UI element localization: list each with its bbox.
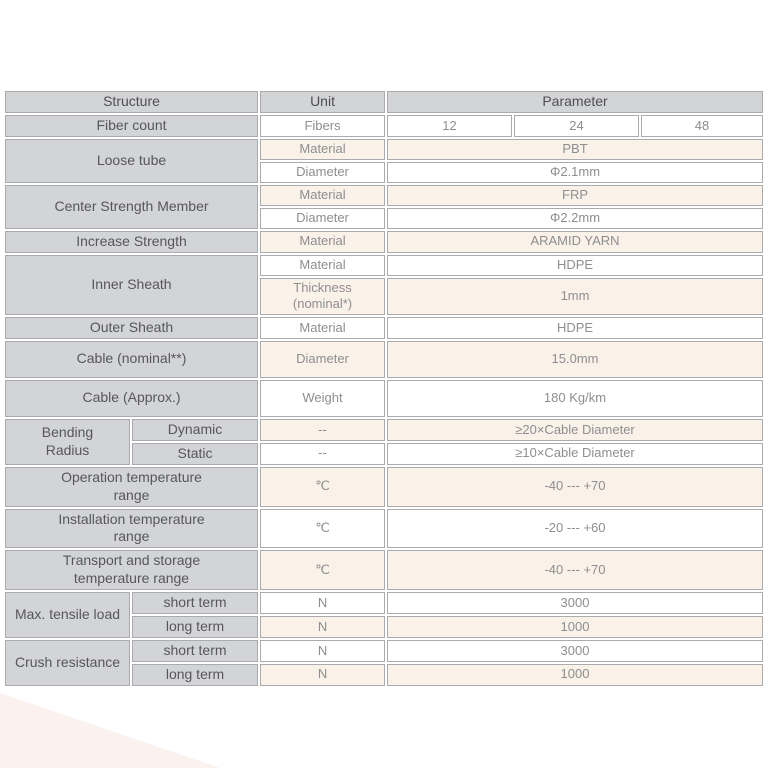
table-row: Operation temperature range ℃ -40 --- +70 — [5, 466, 763, 507]
fiber-count-value-12: 12 — [387, 114, 513, 137]
operation-temp-unit: ℃ — [260, 466, 386, 507]
bending-radius-dynamic-unit: -- — [260, 418, 386, 441]
table-row: Crush resistance short term N 3000 — [5, 639, 763, 686]
transport-storage-temp-label: Transport and storage temperature range — [5, 550, 259, 591]
transport-storage-temp-unit: ℃ — [260, 550, 386, 591]
max-tensile-long-value: 1000 — [387, 616, 763, 638]
table-row: Diameter Φ2.2mm — [5, 207, 763, 229]
crush-long-unit: N — [260, 663, 386, 686]
table-row: Diameter Φ2.1mm — [5, 161, 763, 183]
table-row: Increase Strength Material ARAMID YARN — [5, 230, 763, 253]
installation-temp-unit: ℃ — [260, 508, 386, 549]
increase-strength-label: Increase Strength — [5, 230, 259, 253]
operation-temp-label: Operation temperature range — [5, 466, 259, 507]
structure-header-cell: Structure — [5, 91, 259, 113]
outer-sheath-unit: Material — [260, 316, 386, 339]
table-row: Bending Radius Dynamic -- ≥20×Cable Diamete… — [5, 418, 763, 465]
table-row: Static -- ≥10×Cable Diameter — [5, 442, 763, 465]
table-row: Structure Unit Parameter — [5, 91, 763, 113]
bending-radius-static-value: ≥10×Cable Diameter — [387, 442, 763, 465]
operation-temp-value: -40 --- +70 — [387, 466, 763, 507]
cable-approx-label: Cable (Approx.) — [5, 379, 259, 417]
loose-tube-diameter-value: Φ2.1mm — [387, 161, 763, 183]
transport-storage-temp-value: -40 --- +70 — [387, 550, 763, 591]
corner-watermark-decor — [0, 693, 220, 768]
table-row: long term N 1000 — [5, 663, 763, 686]
table-row: Center Strength Member Material FRP — [5, 184, 763, 229]
table-row: Installation temperature range ℃ -20 --- +… — [5, 508, 763, 549]
inner-sheath-thickness-value: 1mm — [387, 277, 763, 315]
center-strength-member-label: Center Strength Member — [5, 184, 259, 229]
fiber-count-label: Fiber count — [5, 114, 259, 137]
outer-sheath-value: HDPE — [387, 316, 763, 339]
cable-spec-table: Structure Unit Parameter Fiber count Fibers 1… — [3, 89, 765, 688]
max-tensile-long-unit: N — [260, 616, 386, 638]
outer-sheath-label: Outer Sheath — [5, 316, 259, 339]
cable-approx-unit: Weight — [260, 379, 386, 417]
installation-temp-value: -20 --- +60 — [387, 508, 763, 549]
table-row: Outer Sheath Material HDPE — [5, 316, 763, 339]
bending-radius-static-unit: -- — [260, 442, 386, 465]
fiber-count-value-48: 48 — [641, 114, 763, 137]
max-tensile-load-label: Max. tensile load — [5, 592, 130, 638]
csm-material-value: FRP — [387, 184, 763, 206]
bending-radius-dynamic-label: Dynamic — [132, 418, 259, 441]
bending-radius-dynamic-value: ≥20×Cable Diameter — [387, 418, 763, 441]
cable-approx-value: 180 Kg/km — [387, 379, 763, 417]
table-row: long term N 1000 — [5, 616, 763, 638]
table-row: Cable (Approx.) Weight 180 Kg/km — [5, 379, 763, 417]
parameter-header-cell: Parameter — [387, 91, 763, 113]
cable-nominal-label: Cable (nominal**) — [5, 340, 259, 378]
bending-radius-static-label: Static — [132, 442, 259, 465]
inner-sheath-material-value: HDPE — [387, 254, 763, 276]
crush-long-value: 1000 — [387, 663, 763, 686]
table-row: Fiber count Fibers 12 24 48 — [5, 114, 763, 137]
unit-header-cell: Unit — [260, 91, 386, 113]
inner-sheath-thickness-unit: Thickness (nominal*) — [260, 277, 386, 315]
increase-strength-value: ARAMID YARN — [387, 230, 763, 253]
csm-material-unit: Material — [260, 184, 386, 206]
inner-sheath-material-unit: Material — [260, 254, 386, 276]
crush-short-unit: N — [260, 639, 386, 662]
table-row: Loose tube Material PBT — [5, 138, 763, 183]
crush-long-label: long term — [132, 663, 259, 686]
installation-temp-label: Installation temperature range — [5, 508, 259, 549]
table-row: Max. tensile load short term N 3000 — [5, 592, 763, 638]
spec-table-body: Structure Unit Parameter Fiber count Fibers 1… — [5, 91, 763, 686]
table-row: Thickness (nominal*) 1mm — [5, 277, 763, 315]
loose-tube-material-unit: Material — [260, 138, 386, 160]
table-row: Cable (nominal**) Diameter 15.0mm — [5, 340, 763, 378]
table-row: Inner Sheath Material HDPE — [5, 254, 763, 315]
max-tensile-short-unit: N — [260, 592, 386, 615]
fiber-count-unit: Fibers — [260, 114, 386, 137]
cable-nominal-unit: Diameter — [260, 340, 386, 378]
inner-sheath-label: Inner Sheath — [5, 254, 259, 315]
crush-short-value: 3000 — [387, 639, 763, 662]
crush-short-label: short term — [132, 639, 259, 662]
table-row: Transport and storage temperature range ℃… — [5, 550, 763, 591]
csm-diameter-unit: Diameter — [260, 207, 386, 229]
cable-nominal-value: 15.0mm — [387, 340, 763, 378]
bending-radius-label: Bending Radius — [5, 418, 130, 465]
max-tensile-short-label: short term — [132, 592, 259, 615]
loose-tube-material-value: PBT — [387, 138, 763, 160]
max-tensile-long-label: long term — [132, 616, 259, 638]
csm-diameter-value: Φ2.2mm — [387, 207, 763, 229]
fiber-count-value-24: 24 — [514, 114, 640, 137]
max-tensile-short-value: 3000 — [387, 592, 763, 615]
loose-tube-label: Loose tube — [5, 138, 259, 183]
loose-tube-diameter-unit: Diameter — [260, 161, 386, 183]
increase-strength-unit: Material — [260, 230, 386, 253]
crush-resistance-label: Crush resistance — [5, 639, 130, 686]
